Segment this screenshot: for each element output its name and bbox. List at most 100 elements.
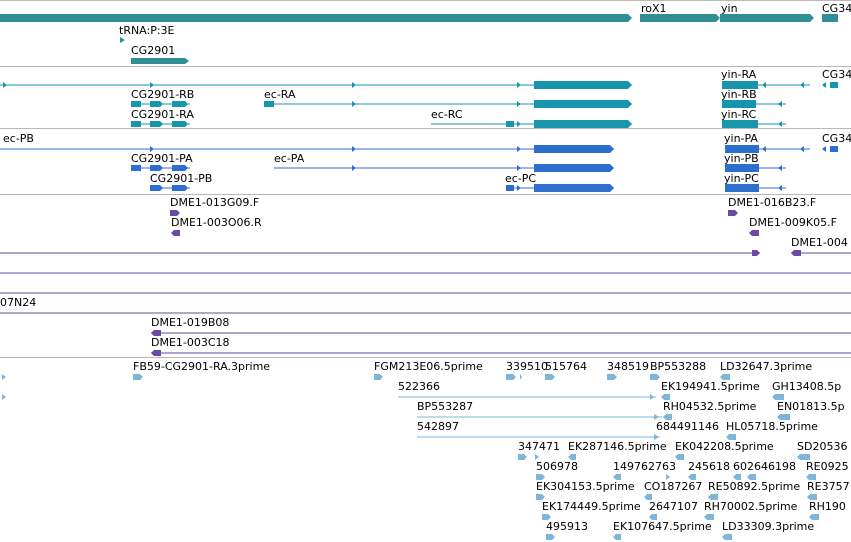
est-feature[interactable] [797,454,810,460]
exon[interactable] [172,185,188,191]
est-feature[interactable] [809,514,819,520]
clone-feature[interactable] [151,350,161,356]
clone-feature[interactable] [752,250,760,256]
est-feature[interactable] [747,474,756,480]
est-feature[interactable] [644,494,652,500]
gene-feature-cg2901[interactable] [131,58,189,64]
exon[interactable] [506,121,514,127]
protein-label-ec-pb: ec-PB [3,132,34,145]
est-feature[interactable] [536,494,545,500]
exon[interactable] [534,164,610,172]
exon-end[interactable] [610,164,614,172]
est-feature[interactable] [666,474,670,480]
exon[interactable] [264,101,274,107]
est-feature[interactable] [722,534,732,540]
protein-label-ec-pc: ec-PC [505,172,536,185]
est-feature[interactable] [675,454,684,460]
est-feature[interactable] [613,534,621,540]
est-feature[interactable] [374,374,383,380]
est-feature[interactable] [704,514,714,520]
exon[interactable] [150,185,163,191]
exon-end[interactable] [628,120,632,128]
exon[interactable] [725,145,759,153]
est-feature[interactable] [654,414,659,420]
est-feature[interactable] [726,434,736,440]
exon[interactable] [830,82,838,88]
est-feature[interactable] [777,414,790,420]
clone-feature[interactable] [151,330,161,336]
est-feature[interactable] [2,394,6,400]
est-feature[interactable] [535,454,539,460]
exon[interactable] [725,184,759,192]
est-feature[interactable] [607,374,617,380]
exon[interactable] [150,101,163,107]
exon[interactable] [150,121,163,127]
exon[interactable] [534,100,628,108]
clone-feature[interactable] [171,230,180,236]
exon[interactable] [131,165,141,171]
est-feature[interactable] [708,494,718,500]
clone-feature[interactable] [791,250,801,256]
exon[interactable] [534,145,610,153]
exon[interactable] [722,81,758,89]
clone-label: DME1-013G09.F [170,196,259,209]
strand-arrow [517,101,521,107]
est-feature[interactable] [720,374,730,380]
exon[interactable] [172,121,188,127]
exon[interactable] [172,165,188,171]
est-label: RE3757 [807,480,850,493]
exon[interactable] [722,120,758,128]
exon[interactable] [131,101,141,107]
exon[interactable] [534,81,628,89]
est-feature[interactable] [663,414,672,420]
exon[interactable] [150,165,163,171]
clone-feature[interactable] [170,210,180,216]
est-feature[interactable] [506,374,516,380]
gene-feature-yin[interactable] [720,14,814,22]
exon-end[interactable] [610,145,614,153]
exon-end[interactable] [628,81,632,89]
exon[interactable] [534,184,610,192]
exon[interactable] [506,185,514,191]
est-feature[interactable] [654,434,659,440]
est-feature[interactable] [650,374,660,380]
est-feature[interactable] [520,374,522,380]
est-feature[interactable] [772,394,784,400]
exon[interactable] [830,146,838,152]
est-feature[interactable] [733,474,741,480]
est-feature[interactable] [545,374,555,380]
est-feature[interactable] [518,454,527,460]
est-feature[interactable] [536,474,545,480]
exon-end[interactable] [610,184,614,192]
exon[interactable] [131,121,141,127]
exon-end[interactable] [628,100,632,108]
gene-feature-trna[interactable] [120,37,125,43]
est-label: RH04532.5prime [663,400,757,413]
clone-label: DME1-003O06.R [171,216,262,229]
est-label: 149762763 [613,460,676,473]
est-feature[interactable] [568,454,576,460]
est-feature[interactable] [650,394,654,400]
est-feature[interactable] [613,474,621,480]
exon[interactable] [722,100,756,108]
est-feature[interactable] [546,534,555,540]
gene-label-trna: tRNA:P:3E [119,24,175,37]
clone-feature[interactable] [728,210,738,216]
est-feature[interactable] [649,514,657,520]
est-feature[interactable] [806,474,816,480]
est-feature[interactable] [807,494,817,500]
est-feature[interactable] [661,394,670,400]
exon[interactable] [725,164,759,172]
gene-feature-rox1[interactable] [640,14,720,22]
est-label: FGM213E06.5prime [374,360,483,373]
gene-feature-long[interactable] [0,14,632,22]
est-feature[interactable] [542,514,551,520]
est-feature[interactable] [133,374,143,380]
exon[interactable] [534,120,628,128]
est-feature[interactable] [2,374,6,380]
clone-feature[interactable] [749,230,759,236]
exon[interactable] [172,101,188,107]
est-feature[interactable] [688,474,696,480]
gene-feature-cg34[interactable] [822,14,838,22]
